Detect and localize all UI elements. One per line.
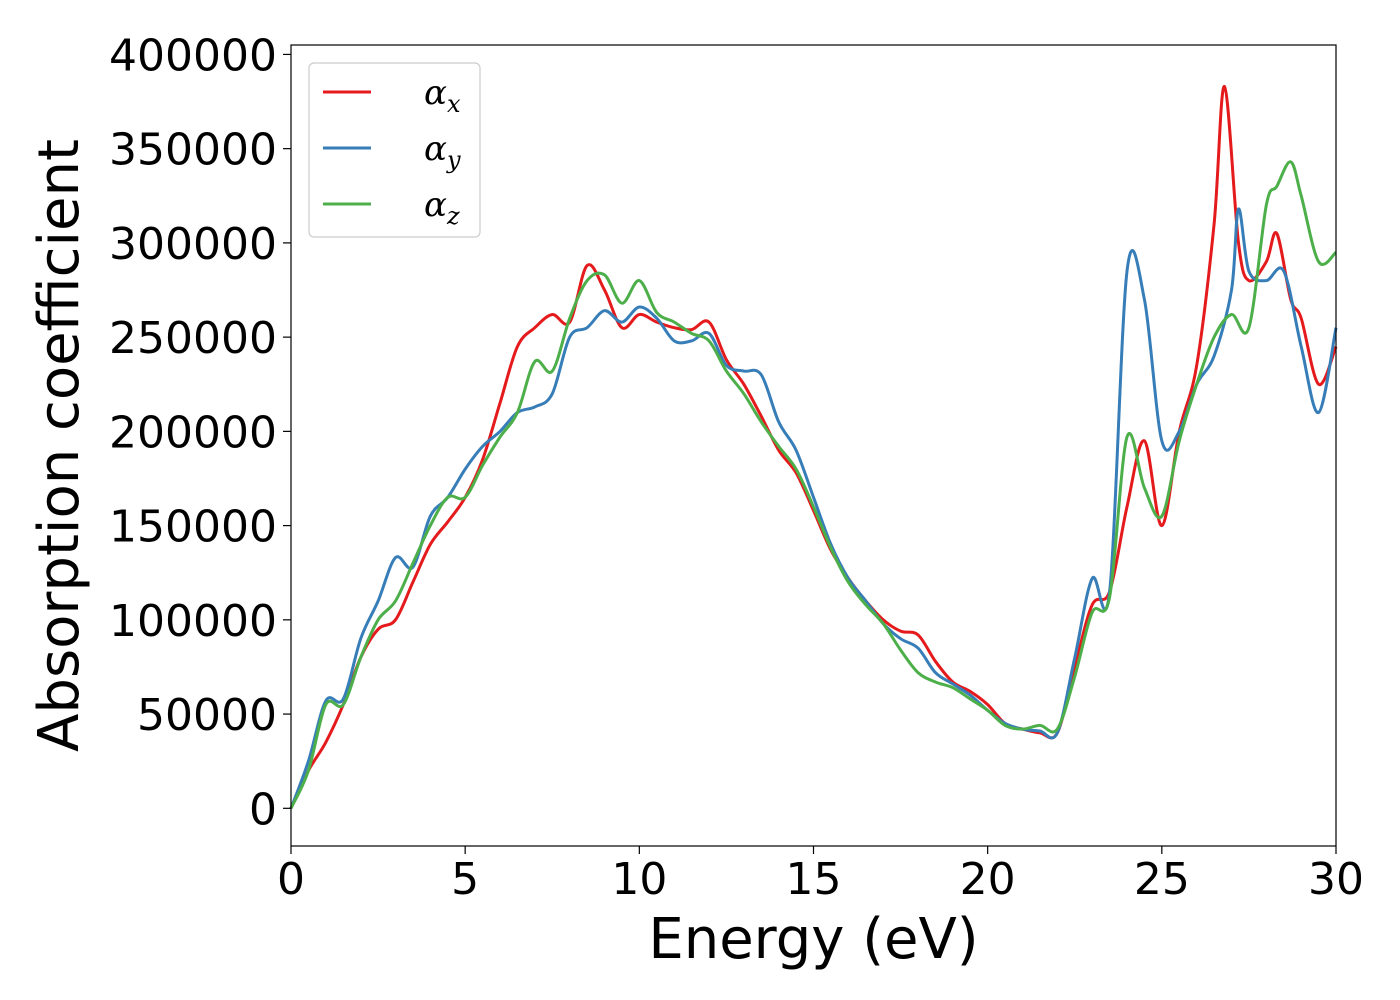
y-tick-label: 0 bbox=[249, 784, 277, 835]
x-tick-label: 15 bbox=[786, 854, 842, 905]
y-tick-label: 150000 bbox=[109, 502, 277, 553]
y-axis-ticks: 0 50000 100000 150000 200000 250000 300000 3500… bbox=[109, 30, 291, 835]
x-axis-title: Energy (eV) bbox=[648, 907, 978, 972]
y-tick-label: 200000 bbox=[109, 407, 277, 458]
x-tick-label: 10 bbox=[611, 854, 667, 905]
legend: αx αy αz bbox=[308, 62, 481, 238]
y-tick-label: 300000 bbox=[109, 219, 277, 270]
series-line-z bbox=[289, 160, 1338, 809]
x-tick-label: 30 bbox=[1308, 854, 1364, 905]
y-tick-label: 350000 bbox=[109, 125, 277, 176]
series-layer bbox=[289, 84, 1338, 809]
legend-box bbox=[308, 62, 481, 238]
y-axis-title: Absorption coefficient bbox=[27, 139, 92, 752]
y-tick-label: 250000 bbox=[109, 313, 277, 364]
x-tick-label: 20 bbox=[960, 854, 1016, 905]
x-axis-ticks: 0 5 10 15 20 25 30 bbox=[277, 846, 1364, 905]
series-line-y bbox=[289, 207, 1338, 809]
x-tick-label: 25 bbox=[1134, 854, 1190, 905]
x-tick-label: 5 bbox=[451, 854, 479, 905]
y-tick-label: 400000 bbox=[109, 30, 277, 81]
legend-label-y: αy bbox=[424, 129, 461, 174]
x-tick-label: 0 bbox=[277, 854, 305, 905]
legend-label-z: αz bbox=[424, 185, 460, 230]
y-tick-label: 50000 bbox=[137, 690, 277, 741]
legend-label-x: αx bbox=[424, 73, 461, 118]
y-tick-label: 100000 bbox=[109, 596, 277, 647]
